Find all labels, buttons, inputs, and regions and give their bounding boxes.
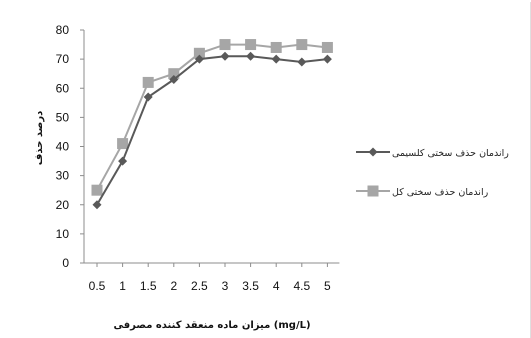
y-tick-label: 50 <box>56 110 70 124</box>
legend: راندمان حذف سختی کلسیمی راندمان حذف سختی … <box>356 147 509 198</box>
y-tick-label: 20 <box>56 198 70 212</box>
data-point <box>246 51 256 61</box>
y-tick-label: 30 <box>56 169 70 183</box>
series-1 <box>92 51 332 210</box>
x-tick-label: 0.5 <box>89 279 106 293</box>
x-tick-label: 4.5 <box>293 279 310 293</box>
legend-marker <box>367 185 379 197</box>
y-tick-label: 70 <box>56 52 70 66</box>
legend-item: راندمان حذف سختی کل <box>356 185 489 198</box>
data-point <box>245 39 257 51</box>
series-2 <box>91 39 333 196</box>
data-point <box>92 200 102 210</box>
x-tick-label: 5 <box>324 279 331 293</box>
y-tick-label: 40 <box>56 140 70 154</box>
legend-label: راندمان حذف سختی کل <box>392 187 489 198</box>
data-point <box>193 47 205 59</box>
data-point <box>168 68 180 80</box>
data-point <box>297 57 307 67</box>
x-tick-label: 1 <box>119 279 126 293</box>
x-tick-label: 1.5 <box>140 279 157 293</box>
data-point <box>220 51 230 61</box>
x-tick-label: 3 <box>222 279 229 293</box>
data-point <box>91 184 103 196</box>
y-axis-title: درصد حذف <box>34 111 45 165</box>
y-tick-label: 60 <box>56 81 70 95</box>
x-axis-ticks: 0.5 1 1.5 2 2.5 3 3.5 4 4.5 5 <box>89 263 331 293</box>
data-point <box>219 39 231 51</box>
x-tick-label: 3.5 <box>242 279 259 293</box>
data-point <box>271 54 281 64</box>
data-point <box>169 75 179 85</box>
y-tick-label: 0 <box>62 256 69 270</box>
data-point <box>322 54 332 64</box>
x-axis-title: میزان ماده منعقد کننده مصرفی (mg/L) <box>113 320 310 331</box>
data-point <box>118 156 128 166</box>
data-point <box>117 138 129 150</box>
data-point <box>321 41 333 53</box>
data-point <box>143 92 153 102</box>
series-layer <box>91 39 333 210</box>
y-axis-ticks: 0 10 20 30 40 50 60 70 80 <box>56 23 84 270</box>
data-point <box>142 76 154 88</box>
data-point <box>194 54 204 64</box>
legend-marker <box>368 147 378 157</box>
x-tick-label: 4 <box>273 279 280 293</box>
x-tick-label: 2 <box>170 279 177 293</box>
data-point <box>270 41 282 53</box>
y-tick-label: 10 <box>56 227 70 241</box>
x-tick-label: 2.5 <box>191 279 208 293</box>
legend-item: راندمان حذف سختی کلسیمی <box>356 147 509 159</box>
legend-label: راندمان حذف سختی کلسیمی <box>392 148 509 159</box>
y-tick-label: 80 <box>56 23 70 37</box>
data-point <box>296 39 308 51</box>
series-line <box>96 55 328 206</box>
series-line <box>96 43 328 191</box>
